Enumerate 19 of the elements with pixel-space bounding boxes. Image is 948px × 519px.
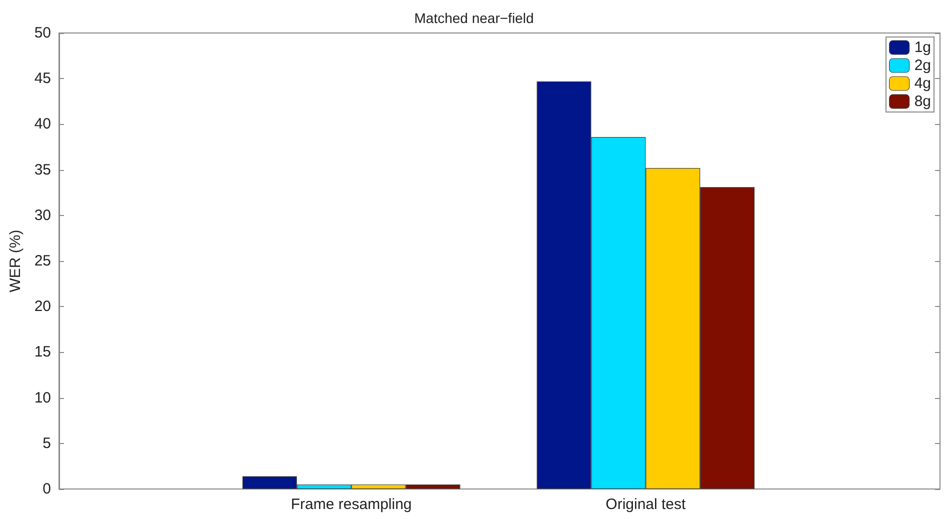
y-tick-label: 35 xyxy=(34,161,51,178)
y-tick-label: 45 xyxy=(34,70,51,88)
y-tick-label: 40 xyxy=(34,116,51,133)
y-tick-label: 5 xyxy=(42,434,51,452)
x-tick-label: Original test xyxy=(606,496,687,513)
y-tick-label: 50 xyxy=(34,24,51,42)
y-tick-label: 30 xyxy=(34,206,51,224)
y-tick-label: 25 xyxy=(34,252,51,270)
x-tick-label: Frame resampling xyxy=(290,496,412,513)
chart-title: Matched near−field xyxy=(414,10,534,26)
y-axis-title: WER (%) xyxy=(7,230,24,292)
legend-label: 4g xyxy=(914,75,932,92)
y-tick-label: 20 xyxy=(34,298,51,316)
legend-label: 1g xyxy=(914,39,932,56)
y-tick-label: 0 xyxy=(42,480,51,498)
legend-label: 8g xyxy=(914,93,932,110)
legend-label: 2g xyxy=(914,57,932,74)
y-tick-label: 15 xyxy=(34,344,51,361)
y-tick-label: 10 xyxy=(34,389,51,406)
